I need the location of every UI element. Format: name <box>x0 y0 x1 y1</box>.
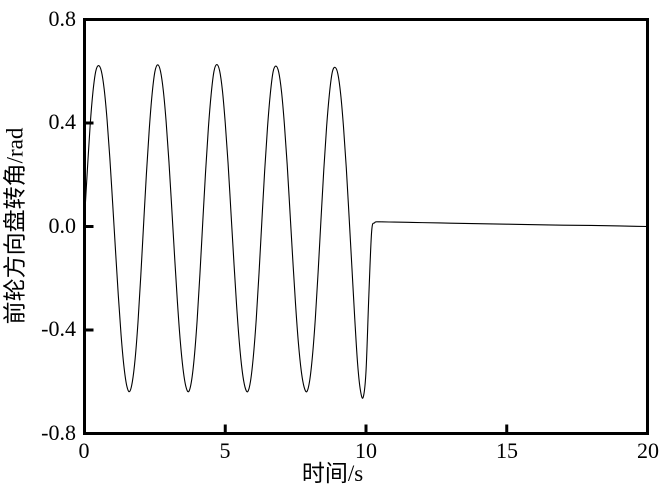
x-tick-label-3: 15 <box>496 438 518 463</box>
y-tick-label-4: -0.8 <box>41 420 76 445</box>
tick-marks <box>84 121 509 434</box>
y-axis-title: 前轮方向盘转角/rad <box>2 127 28 325</box>
x-tick-label-1: 5 <box>219 438 231 463</box>
x-tick-label-0: 0 <box>78 438 90 463</box>
x-tick-label-2: 10 <box>355 438 377 463</box>
x-axis-title: 时间/s <box>301 461 364 486</box>
y-tick-label-3: -0.4 <box>41 316 76 341</box>
data-series-line-0 <box>83 63 649 399</box>
y-tick-label-1: 0.4 <box>48 109 77 134</box>
y-tick-label-0: 0.8 <box>48 6 77 31</box>
y-tick-label-2: 0.0 <box>48 213 77 238</box>
data-series-group <box>83 63 649 399</box>
x-tick-label-4: 20 <box>637 438 659 463</box>
